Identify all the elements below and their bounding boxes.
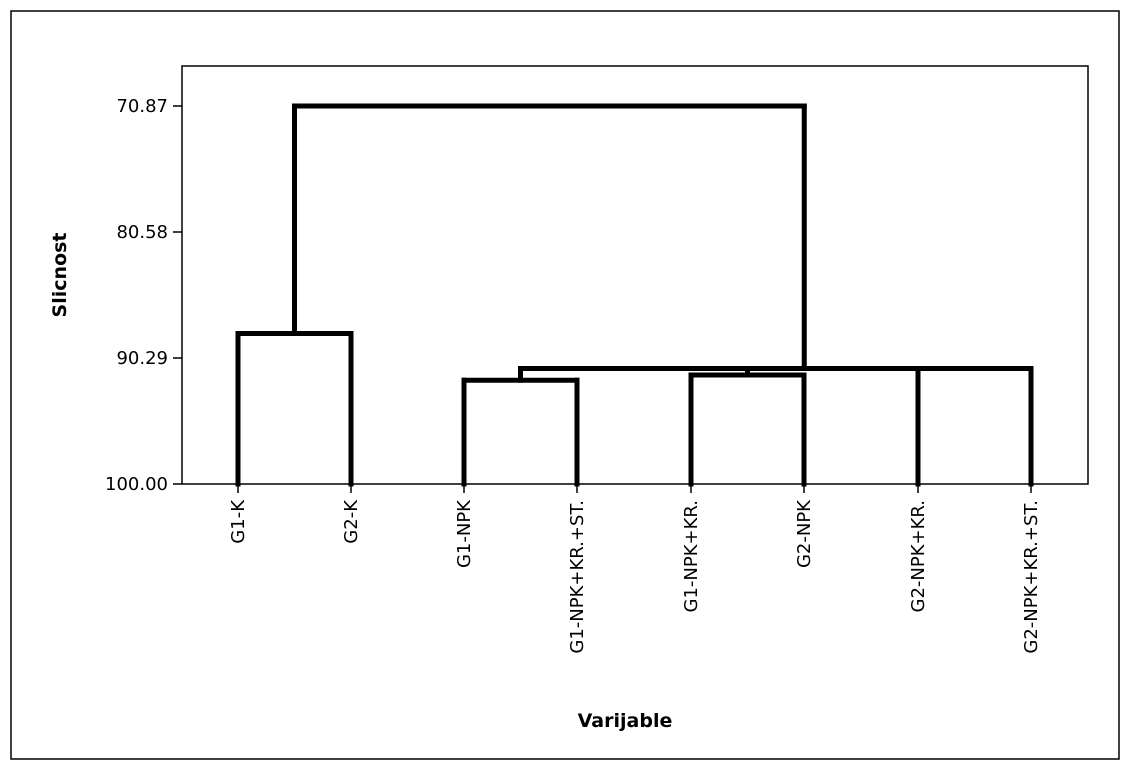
x-tick-6: G2-NPK+KR. xyxy=(908,484,929,613)
x-axis-title: Varijable xyxy=(578,710,673,732)
x-tick-7: G2-NPK+KR.+ST. xyxy=(1021,484,1042,654)
x-tick-label-7: G2-NPK+KR.+ST. xyxy=(1021,500,1042,654)
dendrogram-links xyxy=(235,103,1034,487)
x-tick-label-4: G1-NPK+KR. xyxy=(681,500,702,613)
x-tick-label-3: G1-NPK+KR.+ST. xyxy=(567,500,588,654)
y-tick-3: 100.00 xyxy=(105,474,182,495)
y-tick-2: 90.29 xyxy=(116,348,182,369)
y-tick-label-3: 100.00 xyxy=(105,474,168,495)
y-tick-label-1: 80.58 xyxy=(116,222,168,243)
y-tick-label-0: 70.87 xyxy=(116,96,168,117)
y-tick-label-2: 90.29 xyxy=(116,348,168,369)
x-tick-label-0: G1-K xyxy=(228,499,249,544)
x-tick-label-5: G2-NPK xyxy=(794,499,815,568)
figure-border xyxy=(10,10,1120,760)
x-tick-label-2: G1-NPK xyxy=(454,499,475,568)
x-tick-4: G1-NPK+KR. xyxy=(681,484,702,613)
x-tick-3: G1-NPK+KR.+ST. xyxy=(567,484,588,654)
x-tick-label-1: G2-K xyxy=(341,499,362,544)
x-tick-label-6: G2-NPK+KR. xyxy=(908,500,929,613)
y-tick-0: 70.87 xyxy=(116,96,182,117)
y-tick-1: 80.58 xyxy=(116,222,182,243)
plot-area-frame xyxy=(181,65,1089,485)
y-axis-title: Slicnost xyxy=(49,233,71,318)
y-axis: 70.87 80.58 90.29 100.00 xyxy=(105,96,182,495)
